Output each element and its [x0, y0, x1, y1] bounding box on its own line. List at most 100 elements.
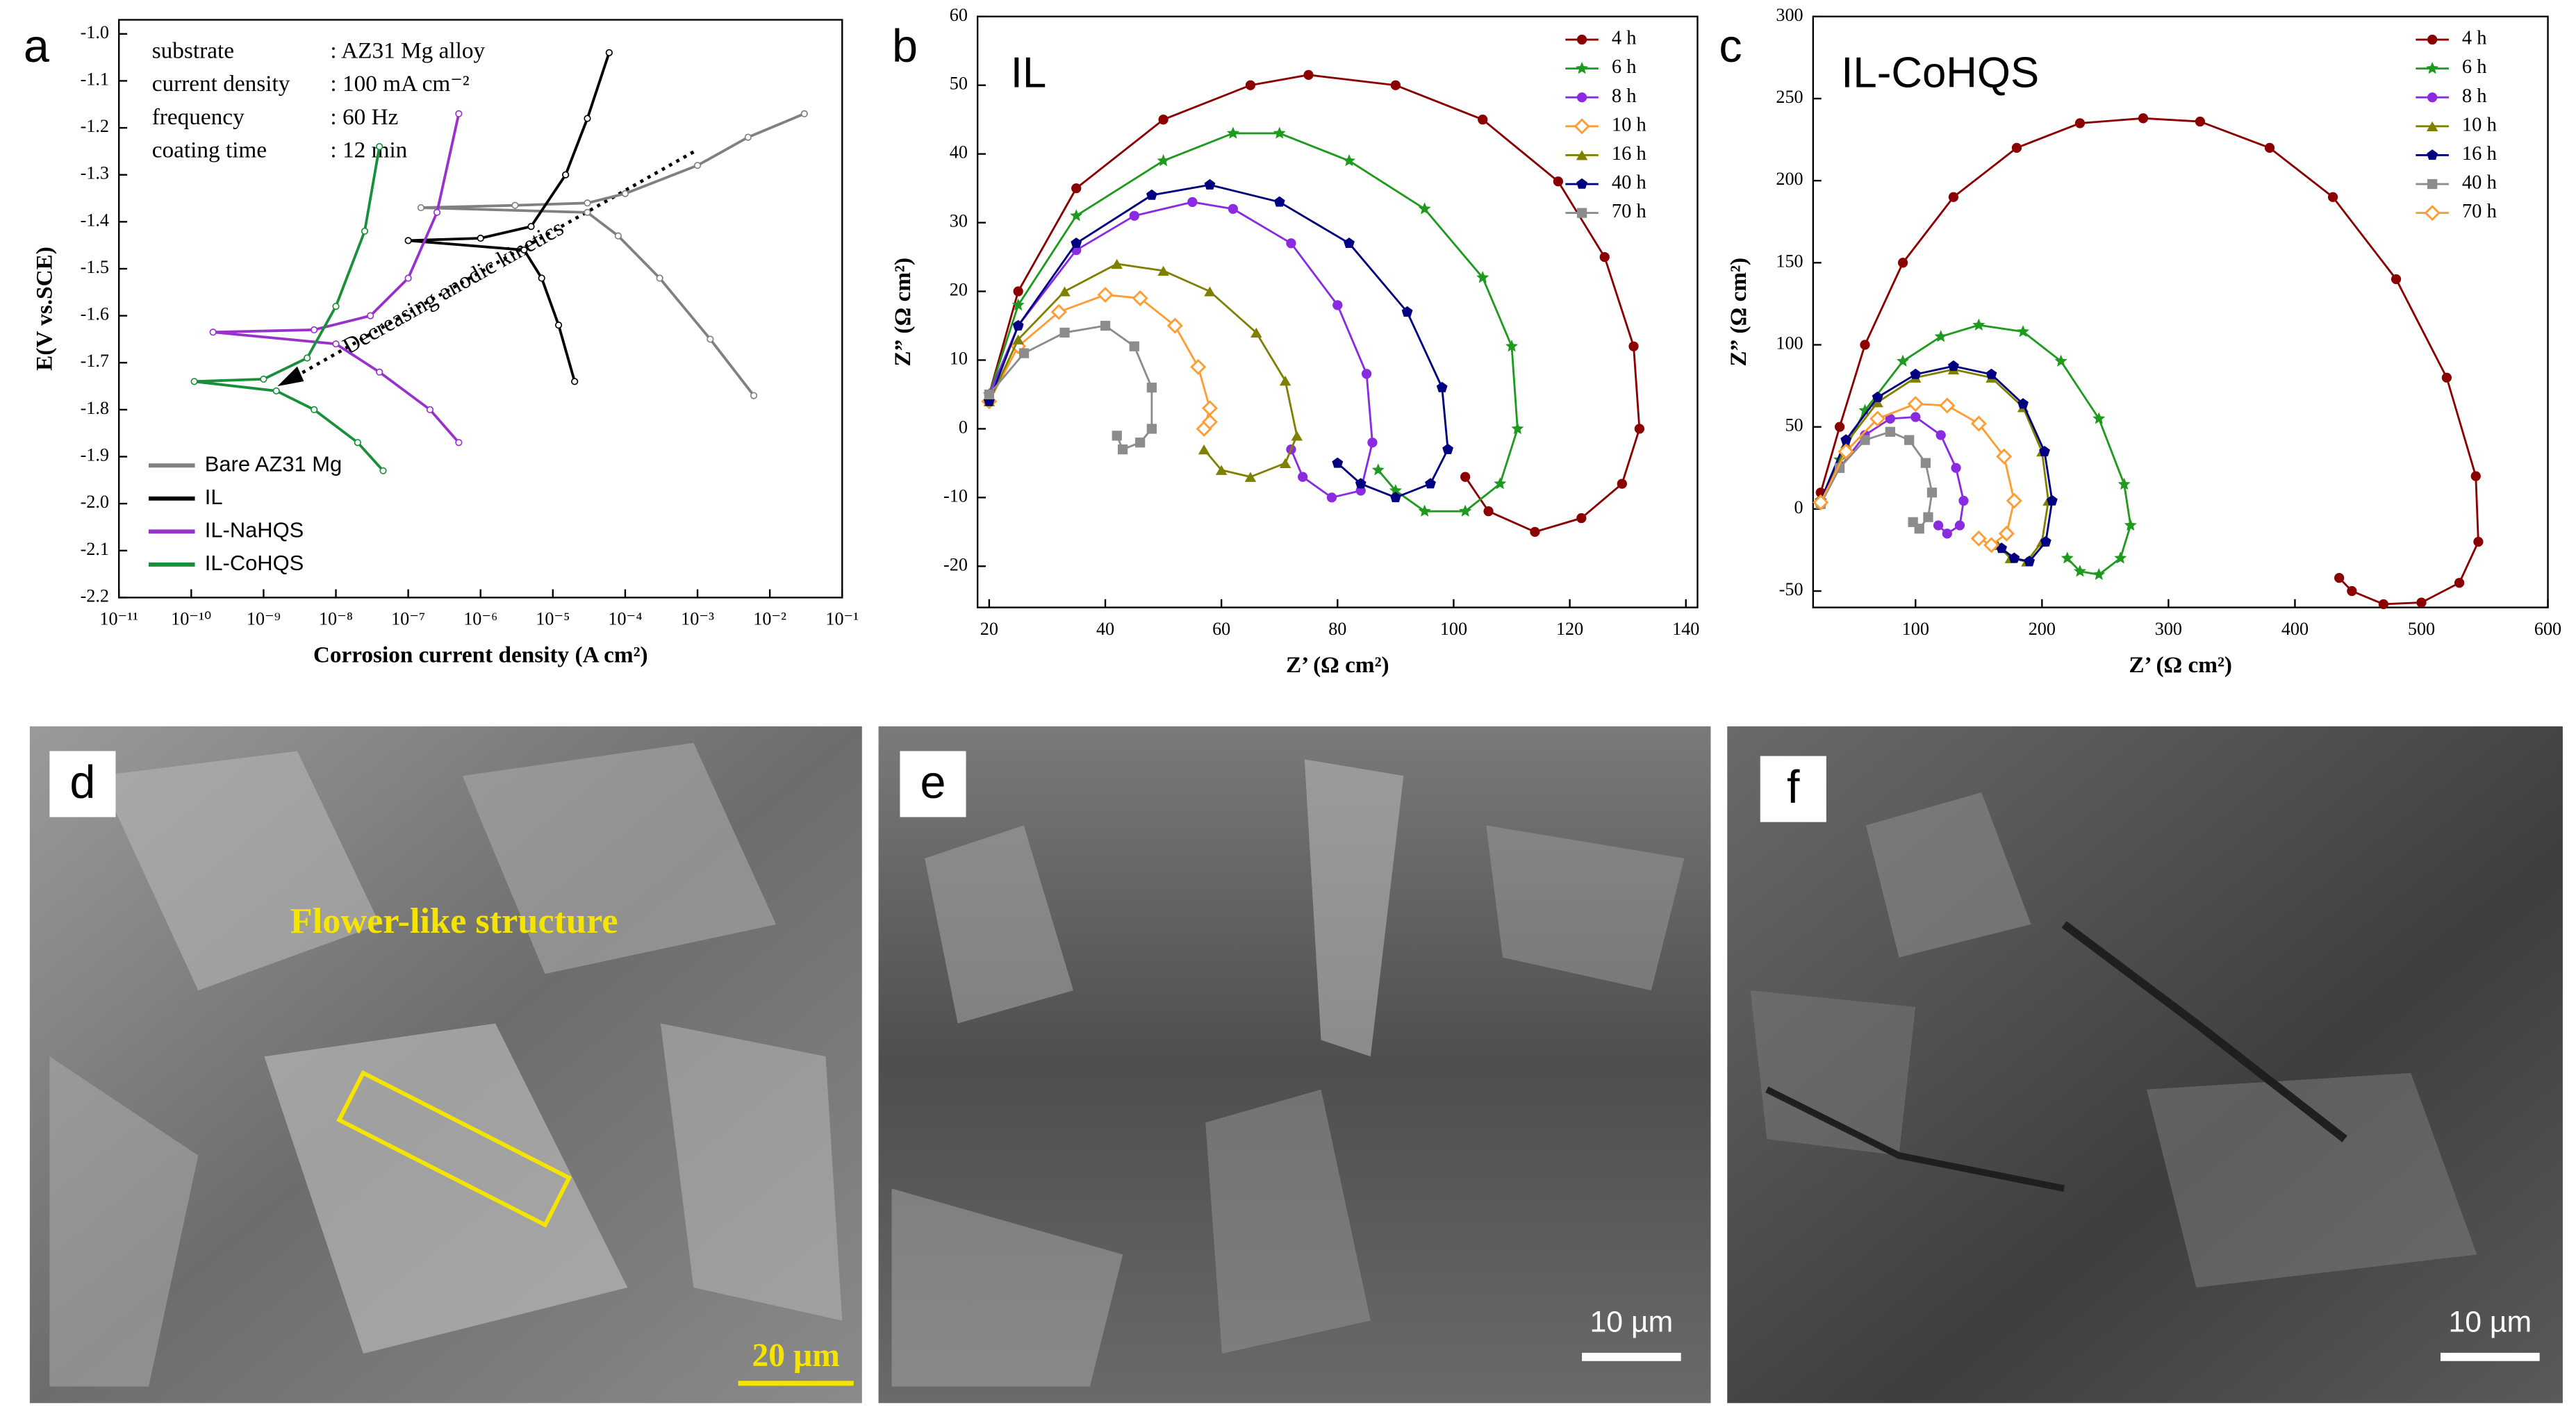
marker — [1459, 504, 1472, 517]
flake — [49, 1056, 199, 1387]
marker — [1129, 210, 1139, 221]
marker — [984, 389, 994, 400]
marker — [1897, 354, 1910, 367]
marker — [520, 246, 528, 254]
marker — [2011, 142, 2022, 153]
marker — [1910, 412, 1921, 422]
marker — [404, 237, 412, 244]
marker — [1908, 517, 1918, 527]
flake — [264, 1023, 628, 1354]
marker — [190, 378, 198, 385]
marker — [404, 274, 412, 282]
series-line — [988, 74, 1641, 533]
marker — [1332, 457, 1344, 468]
legend-label: 10 h — [1612, 114, 1646, 135]
marker — [477, 234, 484, 242]
marker — [1129, 341, 1139, 351]
particle — [1750, 990, 1916, 1156]
series-line — [194, 146, 384, 472]
sem-panel-e: e 10 µm — [878, 726, 1711, 1404]
legend-label: 6 h — [1612, 56, 1637, 78]
condition-setting: : AZ31 Mg alloy — [330, 38, 485, 64]
marker — [1100, 320, 1111, 331]
marker — [260, 375, 267, 383]
legend-label: Bare AZ31 Mg — [205, 451, 342, 476]
scale-bar-label: 20 µm — [752, 1338, 840, 1374]
marker — [2334, 573, 2345, 583]
legend-label: 70 h — [2462, 201, 2497, 222]
x-tick-label: 500 — [2408, 619, 2435, 639]
marker — [1215, 465, 1228, 475]
marker — [1326, 492, 1337, 503]
y-tick-label: 200 — [1776, 169, 1803, 189]
marker — [1872, 391, 1883, 402]
x-tick-label: 100 — [1440, 619, 1467, 639]
marker — [1291, 431, 1303, 441]
series-line — [988, 324, 1153, 451]
marker — [2427, 92, 2438, 103]
condition-setting: : 100 mA cm⁻² — [330, 71, 469, 97]
scale-bar-label: 10 µm — [1590, 1306, 1674, 1339]
marker — [303, 354, 311, 362]
series-line — [988, 132, 1519, 513]
marker — [2391, 274, 2402, 285]
marker — [1389, 483, 1402, 497]
marker — [527, 222, 535, 231]
marker — [614, 232, 622, 240]
series-line — [988, 294, 1211, 430]
marker — [2195, 116, 2206, 127]
x-tick-label: 10⁻¹ — [825, 609, 859, 629]
marker — [455, 110, 463, 117]
series-line — [988, 183, 1449, 499]
marker — [1904, 435, 1915, 445]
marker — [2024, 556, 2036, 567]
x-axis-label: Corrosion current density (A cm²) — [313, 642, 648, 668]
legend-label: 16 h — [2462, 143, 2497, 165]
marker — [2114, 551, 2127, 564]
marker — [1951, 463, 1961, 473]
marker — [1204, 286, 1216, 297]
marker — [1342, 154, 1356, 167]
legend-label: 16 h — [1612, 143, 1646, 165]
marker — [1303, 69, 1314, 81]
crystal — [1486, 825, 1685, 991]
marker — [1187, 197, 1198, 208]
marker — [1071, 237, 1082, 249]
marker — [417, 203, 425, 212]
marker — [1012, 298, 1025, 311]
caption: Flower-like structure — [290, 901, 618, 941]
marker — [1947, 360, 1959, 371]
marker — [1934, 330, 1947, 342]
marker — [1436, 381, 1448, 392]
marker — [1920, 458, 1931, 468]
y-tick-label: 40 — [950, 142, 968, 163]
marker — [1071, 183, 1082, 194]
marker — [1923, 512, 1933, 522]
marker — [1059, 327, 1070, 338]
marker — [2061, 551, 2074, 564]
marker — [1013, 286, 1023, 297]
marker — [1985, 368, 1997, 379]
legend-label: 4 h — [2462, 28, 2487, 49]
y-tick-label: -1.6 — [81, 304, 109, 324]
marker — [1872, 397, 1883, 408]
marker — [2441, 372, 2452, 383]
condition-label: coating time — [152, 137, 267, 163]
marker — [2427, 34, 2438, 45]
marker — [2327, 192, 2338, 202]
marker — [1505, 340, 1519, 352]
legend-label: IL-CoHQS — [205, 551, 304, 575]
x-axis-label: Z’ (Ω cm²) — [1286, 652, 1389, 678]
scale-bar-label: 10 µm — [2448, 1306, 2532, 1339]
marker — [2424, 205, 2441, 222]
marker — [1401, 306, 1413, 317]
sem-panel-d: d Flower-like structure 20 µm — [29, 726, 862, 1404]
marker — [1476, 271, 1489, 283]
marker — [1344, 237, 1355, 249]
marker — [1418, 504, 1431, 517]
marker — [361, 227, 369, 235]
marker — [1158, 115, 1169, 125]
x-axis-label: Z’ (Ω cm²) — [2129, 652, 2232, 678]
legend-label: 40 h — [2462, 172, 2497, 194]
marker — [1201, 400, 1218, 417]
